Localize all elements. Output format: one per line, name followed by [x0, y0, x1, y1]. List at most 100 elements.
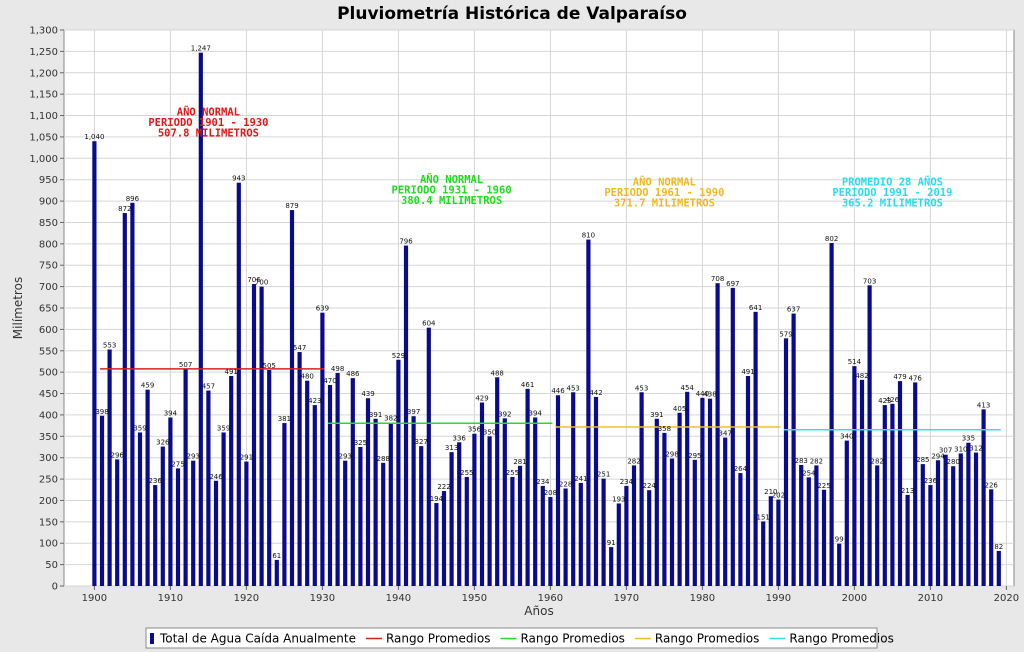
bar — [890, 403, 895, 586]
x-tick-label: 1970 — [614, 593, 639, 604]
bar — [837, 543, 842, 586]
bar-data-label: 255 — [460, 469, 473, 477]
annotation-line: PERIODO 1991 - 2019 — [832, 187, 952, 199]
bar — [115, 459, 120, 586]
bar-data-label: 796 — [399, 238, 413, 246]
bar-data-label: 514 — [848, 358, 862, 366]
bar — [365, 398, 371, 586]
bar-data-label: 210 — [764, 488, 777, 496]
bar-data-label: 281 — [513, 458, 526, 466]
bar-data-label: 391 — [650, 411, 663, 419]
bar-data-label: 151 — [757, 513, 770, 521]
bar — [525, 388, 530, 586]
bar-data-label: 82 — [994, 543, 1003, 551]
bar-data-label: 280 — [947, 458, 960, 466]
bar — [700, 397, 705, 586]
bar-data-label: 480 — [301, 373, 314, 381]
bar-data-label: 879 — [285, 202, 298, 210]
bar — [905, 494, 910, 586]
y-axis-label: Milímetros — [11, 277, 25, 339]
bar-data-label: 291 — [240, 454, 253, 462]
y-tick-label: 0 — [52, 582, 58, 593]
annotation-line: 380.4 MILIMETROS — [401, 195, 502, 207]
bar-data-label: 703 — [863, 277, 876, 285]
y-tick-label: 1,000 — [29, 154, 58, 165]
bar — [130, 202, 135, 586]
bar — [540, 485, 545, 586]
bar — [92, 141, 97, 586]
bar-data-label: 264 — [734, 465, 748, 473]
bar-data-label: 326 — [156, 439, 170, 447]
bar — [160, 446, 165, 586]
bar-data-label: 708 — [711, 275, 724, 283]
y-tick-label: 1,300 — [29, 26, 58, 37]
y-tick-label: 250 — [39, 475, 58, 486]
bar — [799, 464, 804, 586]
bar-data-label: 285 — [916, 456, 929, 464]
bar — [137, 432, 143, 586]
bar-data-label: 340 — [840, 433, 853, 441]
bar — [685, 391, 690, 586]
bar-data-label: 254 — [802, 469, 816, 477]
bar-data-label: 255 — [506, 469, 519, 477]
bar-data-label: 91 — [607, 539, 616, 547]
bar — [107, 349, 112, 586]
bar — [312, 405, 317, 586]
y-tick-label: 900 — [39, 197, 58, 208]
bars-group — [92, 52, 1001, 587]
bar-data-label: 202 — [772, 492, 785, 500]
x-tick-label: 2010 — [918, 593, 943, 604]
bar — [373, 418, 378, 586]
bar — [935, 460, 941, 586]
y-tick-label: 950 — [39, 175, 58, 186]
bar-data-label: 604 — [422, 320, 436, 328]
bar — [951, 466, 956, 586]
bar-data-label: 335 — [962, 435, 975, 443]
bar — [175, 468, 181, 586]
bar-data-label: 193 — [612, 495, 625, 503]
bar-data-label: 802 — [825, 235, 838, 243]
y-tick-label: 100 — [39, 539, 58, 550]
annotation-line: AÑO NORMAL — [420, 173, 483, 186]
bar-data-label: 700 — [255, 279, 268, 287]
bar — [472, 433, 477, 586]
average-lines — [100, 368, 1001, 431]
bar-data-label: 213 — [901, 487, 914, 495]
bar-data-label: 391 — [369, 411, 382, 419]
bar — [609, 547, 614, 586]
bar — [274, 559, 279, 586]
bar — [966, 442, 971, 586]
bar-data-label: 251 — [597, 471, 610, 479]
legend-entry: Total de Agua Caída Anualmente — [159, 632, 356, 646]
bar — [411, 416, 416, 586]
bar-data-label: 224 — [643, 482, 657, 490]
x-tick-label: 2020 — [994, 593, 1019, 604]
bar-data-label: 282 — [871, 457, 884, 465]
bar — [441, 491, 447, 586]
y-tick-label: 450 — [39, 389, 58, 400]
bar — [875, 465, 880, 586]
bar-data-label: 222 — [437, 483, 450, 491]
bar-data-label: 394 — [164, 409, 178, 417]
bar-data-label: 507 — [179, 361, 192, 369]
bar-data-label: 429 — [475, 395, 488, 403]
bar-data-label: 307 — [939, 447, 952, 455]
bar — [213, 480, 219, 586]
bar — [236, 182, 241, 586]
bar — [548, 497, 553, 586]
bar — [631, 465, 637, 586]
bar-data-label: 295 — [688, 452, 701, 460]
annotation-line: 365.2 MILIMETROS — [842, 198, 943, 210]
bar — [753, 311, 758, 586]
bar — [206, 390, 211, 586]
bar-data-label: 246 — [209, 473, 223, 481]
bar — [593, 396, 599, 586]
bar — [426, 327, 431, 586]
bar — [403, 245, 409, 586]
bar — [943, 454, 948, 586]
bar — [723, 437, 728, 586]
bar — [502, 418, 507, 586]
bar-data-label: 293 — [339, 453, 352, 461]
annotation-line: 371.7 MILIMETROS — [614, 198, 715, 210]
